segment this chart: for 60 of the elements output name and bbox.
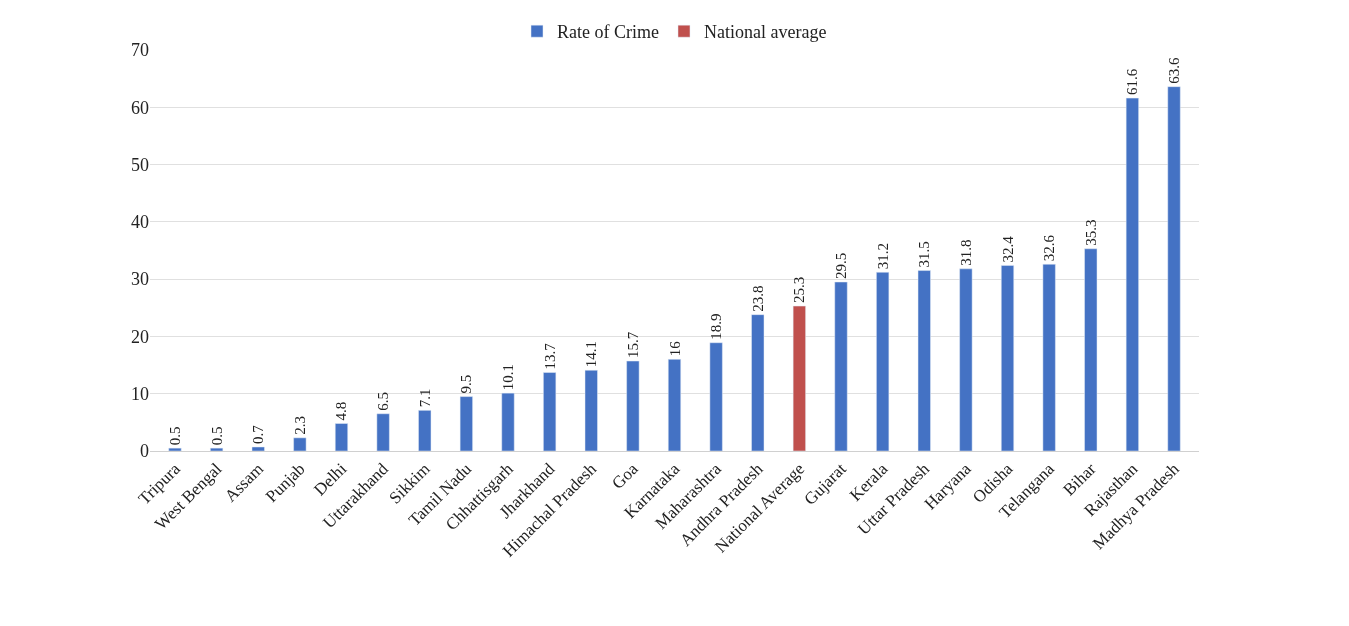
bar: [876, 272, 890, 451]
bar: [459, 396, 473, 451]
bar: [626, 360, 640, 451]
data-label: 13.7: [541, 342, 558, 370]
data-label: 35.3: [1082, 219, 1099, 246]
data-label: 4.8: [333, 401, 350, 421]
bar: [1084, 248, 1098, 451]
y-tick-label: 40: [131, 212, 149, 233]
data-label: 15.7: [624, 331, 641, 359]
bar: [1042, 264, 1056, 451]
data-label: 61.6: [1124, 68, 1141, 96]
bar: [168, 447, 182, 451]
bar: [1001, 265, 1015, 451]
y-tick-label: 30: [131, 269, 149, 290]
bar: [709, 342, 723, 451]
data-label: 32.6: [1041, 234, 1058, 262]
bar: [959, 268, 973, 451]
bar: [376, 413, 390, 451]
data-label: 16: [666, 340, 683, 357]
data-label: 18.9: [708, 313, 725, 340]
data-label: 23.8: [749, 285, 766, 312]
bar: [501, 392, 515, 451]
data-label: 0.5: [208, 426, 225, 446]
data-label: 31.2: [874, 243, 891, 270]
bar: [834, 281, 848, 451]
data-label: 29.5: [833, 252, 850, 280]
bar: [751, 314, 765, 451]
data-label: 9.5: [458, 374, 475, 394]
y-tick-label: 50: [131, 154, 149, 175]
legend-label: Rate of Crime: [557, 22, 659, 43]
bar: [334, 423, 348, 451]
data-label: 2.3: [291, 416, 308, 435]
y-tick-label: 70: [131, 40, 149, 61]
bar: [543, 372, 557, 451]
bar: [917, 270, 931, 451]
data-label: 0.7: [250, 424, 267, 444]
y-tick-label: 0: [140, 441, 149, 462]
data-label: 31.5: [916, 241, 933, 268]
y-tick-label: 20: [131, 326, 149, 347]
y-tick-label: 60: [131, 97, 149, 118]
data-label: 10.1: [499, 363, 516, 391]
data-label: 63.6: [1166, 56, 1183, 84]
bar: [251, 446, 265, 451]
data-label: 31.8: [957, 239, 974, 266]
data-label: 14.1: [583, 340, 600, 368]
data-label: 6.5: [375, 392, 392, 411]
bar: [792, 305, 806, 451]
bar: [668, 359, 681, 451]
data-label: 32.4: [999, 235, 1016, 263]
bar: [210, 447, 224, 451]
bar: [1125, 97, 1139, 451]
y-tick-label: 10: [131, 384, 149, 405]
data-label: 25.3: [791, 276, 808, 304]
bar: [293, 437, 307, 451]
bar: [584, 369, 598, 451]
legend-label: National average: [703, 22, 827, 43]
data-label: 0.5: [166, 426, 183, 446]
data-label: 7.1: [416, 388, 433, 408]
bar: [1167, 86, 1181, 451]
bar: [418, 410, 432, 451]
